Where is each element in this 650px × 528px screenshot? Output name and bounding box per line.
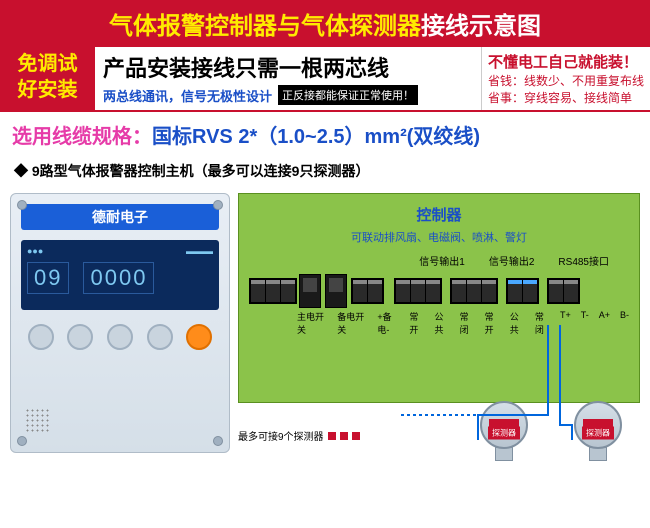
terminal-tplus <box>508 280 522 302</box>
terminal <box>411 280 425 302</box>
battery-terminals <box>351 278 384 304</box>
screw-icon <box>213 436 223 446</box>
terminal <box>251 280 265 302</box>
detector-label: 探测器 <box>582 427 614 440</box>
detectors: 探测器 探测器 <box>472 401 630 465</box>
cable-label: 选用线缆规格： <box>12 126 152 148</box>
badge-line2: 好安装 <box>8 77 87 103</box>
lbl: 常开 <box>409 310 424 336</box>
device-button <box>147 324 173 350</box>
relay1-terminals <box>394 278 442 304</box>
device-screen: ●●●▬▬▬ 09 0000 <box>21 240 219 310</box>
lbl: +备电- <box>377 310 399 336</box>
lbl: T+ <box>560 310 571 336</box>
terminal <box>549 280 563 302</box>
terminal-row <box>249 274 629 308</box>
terminal <box>452 280 466 302</box>
feature-box: 正反接都能保证正常使用！ <box>278 85 418 105</box>
benefit-1: 省钱：线数少、不用重复布线 <box>488 72 644 89</box>
speaker-icon <box>25 408 49 432</box>
device-button <box>28 324 54 350</box>
terminal <box>426 280 440 302</box>
detector-body <box>480 401 528 449</box>
sub-banner-right: 不懂电工自己就能装！ 省钱：线数少、不用重复布线 省事：穿线容易、接线简单 <box>481 47 650 110</box>
bus-terminals <box>506 278 539 304</box>
feature-text: 两总线通讯，信号无极性设计 <box>103 86 272 105</box>
controller-device: 德耐电子 ●●●▬▬▬ 09 0000 <box>10 193 230 453</box>
terminal-labels: 主电开关 备电开关 +备电- 常开 公共 常闭 常开 公共 常闭 T+ T- A… <box>249 310 629 336</box>
screw-icon <box>17 436 27 446</box>
subtitle: ◆ 9路型气体报警器控制主机（最多可以连接9只探测器） <box>0 157 650 185</box>
label-sig2: 信号输出2 <box>489 253 535 268</box>
lbl: 常开 <box>485 310 500 336</box>
power-terminals <box>249 278 297 304</box>
cable-spec: 选用线缆规格：国标RVS 2*（1.0~2.5）mm²(双绞线) <box>0 112 650 157</box>
lbl: 公共 <box>434 310 449 336</box>
headline: 产品安装接线只需一根两芯线 <box>103 51 473 83</box>
terminal <box>266 280 280 302</box>
detector-sensor <box>589 447 607 461</box>
relay2-terminals <box>450 278 498 304</box>
terminal <box>353 280 367 302</box>
terminal <box>564 280 578 302</box>
terminal-tminus <box>523 280 537 302</box>
terminal <box>467 280 481 302</box>
sub-banner-left: 免调试 好安装 <box>0 47 95 110</box>
terminal <box>281 280 295 302</box>
screw-icon <box>17 200 27 210</box>
lbl: 公共 <box>510 310 525 336</box>
dot-icon <box>328 432 336 440</box>
title-banner: 气体报警控制器与气体探测器接线示意图 <box>0 0 650 47</box>
device-button-alarm <box>186 324 212 350</box>
wiring-diagram: 德耐电子 ●●●▬▬▬ 09 0000 控制器 可联动排风扇、电磁阀、喷淋、警灯… <box>0 185 650 473</box>
benefit-title: 不懂电工自己就能装！ <box>488 51 644 72</box>
terminal <box>368 280 382 302</box>
detector-sensor <box>495 447 513 461</box>
rs485-terminals <box>547 278 580 304</box>
terminal-board: 控制器 可联动排风扇、电磁阀、喷淋、警灯 信号输出1 信号输出2 RS485接口 <box>238 193 640 403</box>
tb-title: 控制器 <box>249 204 629 225</box>
device-button <box>107 324 133 350</box>
backup-switch <box>325 274 347 308</box>
dot-icon <box>352 432 360 440</box>
note-text: 最多可接9个探测器 <box>238 428 324 443</box>
device-button <box>67 324 93 350</box>
device-buttons <box>21 324 219 350</box>
detector: 探测器 <box>472 401 536 465</box>
max-detectors-note: 最多可接9个探测器 <box>238 428 360 443</box>
screw-icon <box>213 200 223 210</box>
terminal <box>482 280 496 302</box>
lbl: B- <box>620 310 629 336</box>
device-brand: 德耐电子 <box>21 204 219 230</box>
badge-line1: 免调试 <box>8 51 87 77</box>
detector-body <box>574 401 622 449</box>
lbl: A+ <box>599 310 610 336</box>
detector-label: 探测器 <box>488 427 520 440</box>
title-part2: 接线示意图 <box>421 13 541 40</box>
detector: 探测器 <box>566 401 630 465</box>
label-rs485: RS485接口 <box>558 253 609 268</box>
benefit-2: 省事：穿线容易、接线简单 <box>488 89 644 106</box>
main-switch <box>299 274 321 308</box>
tb-note: 可联动排风扇、电磁阀、喷淋、警灯 <box>249 229 629 245</box>
lbl: 常闭 <box>535 310 550 336</box>
cable-value: 国标RVS 2*（1.0~2.5）mm²(双绞线) <box>152 126 480 148</box>
lbl: 备电开关 <box>337 310 367 336</box>
terminal <box>396 280 410 302</box>
sub-banner-mid: 产品安装接线只需一根两芯线 两总线通讯，信号无极性设计 正反接都能保证正常使用！ <box>95 47 481 110</box>
display-channel: 09 <box>27 262 69 294</box>
lbl: 常闭 <box>460 310 475 336</box>
display-value: 0000 <box>83 262 154 294</box>
title-part1: 气体报警控制器与气体探测器 <box>109 13 421 40</box>
lbl: T- <box>581 310 589 336</box>
label-sig1: 信号输出1 <box>419 253 465 268</box>
dot-icon <box>340 432 348 440</box>
tb-group-labels: 信号输出1 信号输出2 RS485接口 <box>249 253 629 268</box>
sub-banner: 免调试 好安装 产品安装接线只需一根两芯线 两总线通讯，信号无极性设计 正反接都… <box>0 47 650 112</box>
lbl: 主电开关 <box>297 310 327 336</box>
